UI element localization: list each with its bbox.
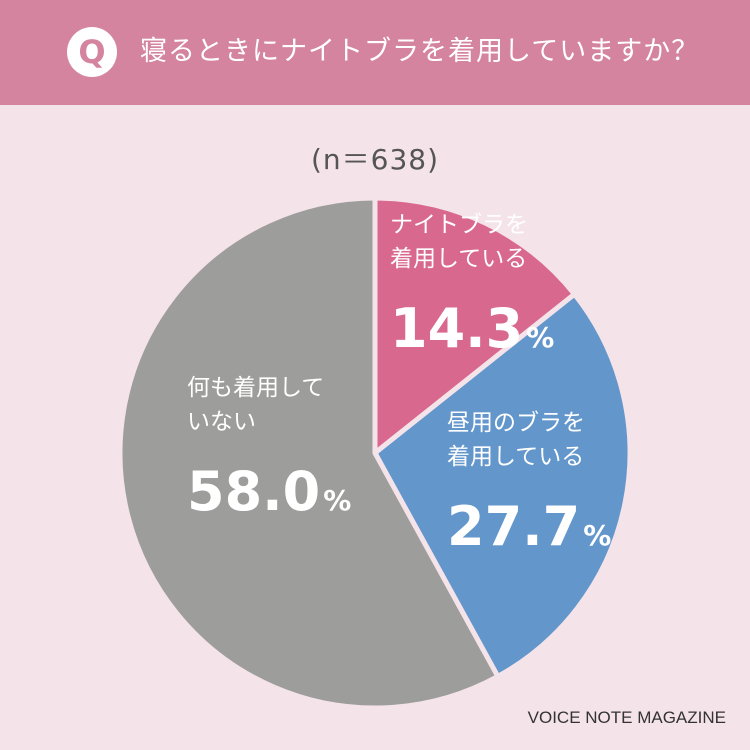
q-badge: Q (67, 27, 117, 77)
slice-label-line: ナイトブラを (390, 212, 528, 238)
question-header: Q 寝るときにナイトブラを着用していますか？ (0, 0, 750, 105)
footer-credit: VOICE NOTE MAGAZINE (527, 708, 726, 727)
slice-value: 27.7% (447, 495, 611, 558)
pie-slice-2 (371, 290, 633, 680)
pie-slice-1 (372, 195, 579, 459)
slice-label-line: 何も着用して (187, 375, 324, 401)
question-text: 寝るときにナイトブラを着用していますか？ (140, 36, 700, 67)
slice-label-line: 着用している (390, 246, 527, 272)
sample-size: (n＝638) (310, 143, 440, 176)
slice-label-line: いない (187, 409, 256, 435)
slice-value: 14.3% (390, 297, 554, 360)
slice-label-line: 昼用のブラを (447, 410, 585, 436)
slice-label-line: 着用している (447, 444, 584, 470)
slice-value: 58.0% (187, 460, 351, 523)
pie-slice-3 (117, 195, 502, 711)
